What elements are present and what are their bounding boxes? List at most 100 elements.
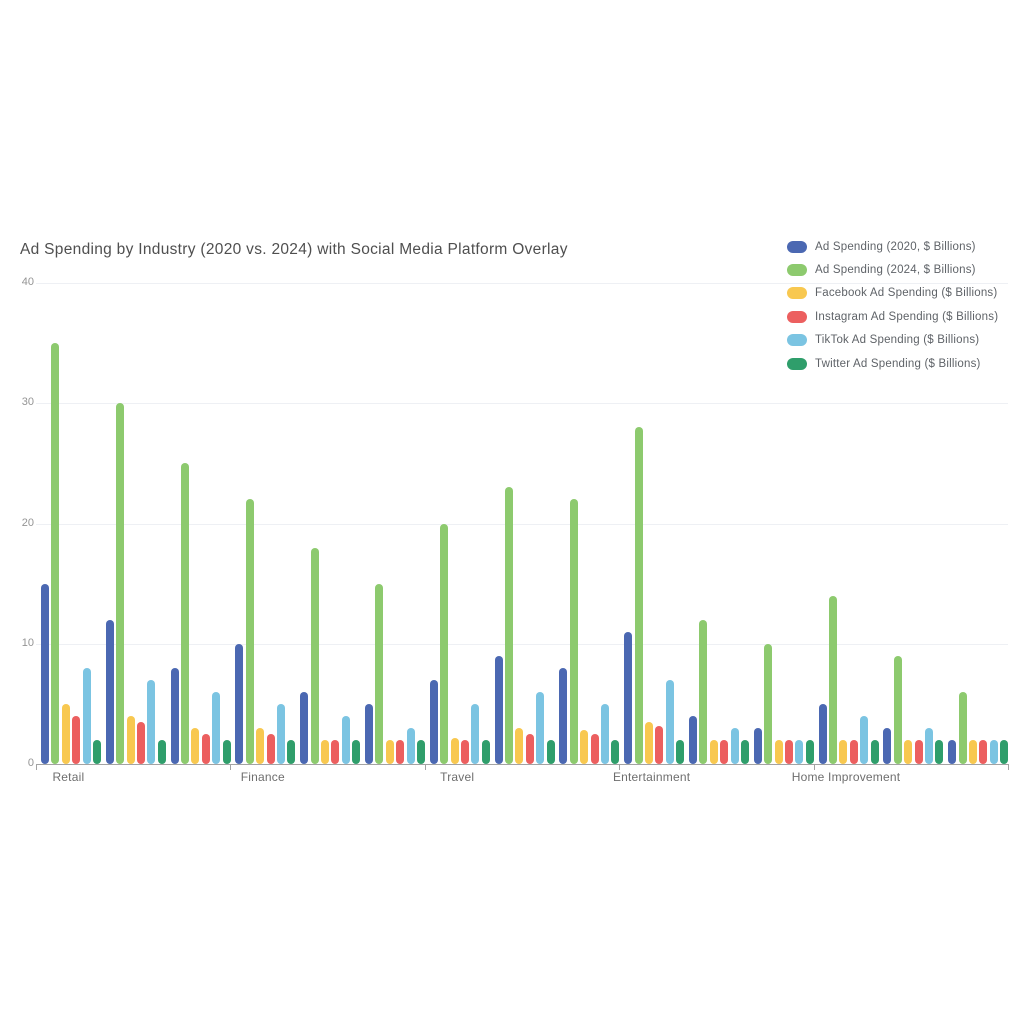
bar-instagram-g4 (266, 733, 275, 764)
legend-swatch-icon (787, 357, 807, 370)
bar-tiktok-g6 (406, 727, 415, 764)
bar-2024-g5 (310, 547, 319, 764)
bar-tiktok-g1 (82, 667, 91, 764)
y-axis-label-40: 40 (21, 276, 34, 288)
legend-item-facebook[interactable]: Facebook Ad Spending ($ Billions) (787, 282, 998, 305)
bar-tiktok-g3 (212, 691, 221, 765)
x-axis-tick (36, 764, 37, 770)
x-axis-label-finance: Finance (240, 770, 285, 784)
bar-twitter-g5 (352, 740, 361, 765)
bar-twitter-g10 (676, 740, 685, 765)
chart-legend: Ad Spending (2020, $ Billions) Ad Spendin… (787, 235, 998, 375)
bar-facebook-g3 (191, 727, 200, 764)
legend-item-instagram[interactable]: Instagram Ad Spending ($ Billions) (787, 305, 998, 328)
bar-2024-g3 (181, 463, 189, 764)
bar-tiktok-g13 (860, 715, 869, 764)
legend-swatch-icon (787, 310, 807, 323)
y-axis-label-20: 20 (21, 516, 34, 529)
bar-facebook-g10 (645, 721, 653, 764)
bar-tiktok-g4 (277, 703, 285, 764)
bar-facebook-g1 (61, 703, 70, 764)
bar-2020-g4 (235, 643, 244, 765)
gridline-y-30 (36, 403, 1008, 404)
bar-2024-g12 (764, 643, 773, 765)
x-axis-label-entertainment: Entertainment (612, 770, 691, 784)
legend-item-tiktok[interactable]: TikTok Ad Spending ($ Billions) (787, 329, 998, 352)
bar-twitter-g11 (741, 740, 749, 765)
gridline-y-10 (36, 644, 1008, 645)
bar-instagram-g9 (590, 733, 599, 764)
bar-facebook-g7 (450, 737, 459, 764)
bar-2020-g14 (883, 727, 892, 764)
bar-twitter-g4 (287, 740, 296, 765)
bar-tiktok-g8 (536, 691, 545, 765)
x-axis-tick (813, 764, 815, 770)
bar-2024-g15 (958, 691, 967, 765)
legend-item-twitter[interactable]: Twitter Ad Spending ($ Billions) (787, 352, 998, 375)
bar-twitter-g7 (481, 740, 490, 765)
x-axis-tick (1008, 764, 1009, 770)
bar-twitter-g9 (611, 740, 620, 765)
bar-2020-g1 (41, 583, 49, 764)
bar-facebook-g12 (774, 740, 783, 765)
bar-2020-g2 (105, 619, 114, 764)
bar-2024-g4 (245, 499, 254, 764)
bar-twitter-g6 (417, 740, 425, 765)
legend-item-label: Ad Spending (2024, $ Billions) (815, 264, 976, 277)
bar-twitter-g1 (93, 740, 101, 765)
x-axis-tick (424, 764, 426, 770)
bar-facebook-g11 (709, 740, 718, 765)
legend-swatch-icon (787, 334, 807, 347)
bar-tiktok-g2 (147, 679, 156, 764)
bar-twitter-g8 (546, 740, 555, 765)
bar-facebook-g2 (126, 715, 135, 764)
bar-2020-g13 (818, 703, 827, 764)
bar-2024-g13 (829, 595, 837, 764)
bar-2020-g12 (753, 727, 762, 764)
legend-item-2020[interactable]: Ad Spending (2020, $ Billions) (787, 235, 998, 258)
legend-swatch-icon (787, 240, 807, 253)
x-axis-label-home-improvement: Home Improvement (791, 770, 901, 784)
bar-facebook-g13 (839, 740, 848, 765)
bar-2024-g9 (569, 499, 578, 764)
x-axis-label-travel: Travel (440, 770, 475, 784)
x-axis-tick (619, 764, 621, 770)
bar-instagram-g11 (720, 740, 729, 765)
bar-instagram-g10 (655, 725, 664, 764)
x-axis-line (36, 764, 1008, 765)
bar-facebook-g9 (580, 730, 589, 764)
legend-item-label: TikTok Ad Spending ($ Billions) (815, 334, 980, 347)
bar-2024-g10 (634, 427, 643, 764)
bar-instagram-g5 (331, 740, 340, 765)
legend-item-2024[interactable]: Ad Spending (2024, $ Billions) (787, 258, 998, 281)
bar-2020-g11 (689, 715, 697, 764)
legend-item-label: Twitter Ad Spending ($ Billions) (815, 357, 981, 370)
bar-2020-g5 (300, 691, 309, 765)
bar-facebook-g6 (385, 740, 394, 765)
bar-2024-g2 (116, 403, 125, 765)
bar-tiktok-g9 (601, 703, 609, 764)
bar-2020-g9 (559, 667, 568, 764)
gridline-y-40 (36, 283, 1008, 284)
bar-2024-g6 (375, 583, 384, 764)
bar-instagram-g7 (461, 740, 469, 765)
bar-instagram-g3 (201, 733, 210, 764)
bar-facebook-g14 (904, 740, 913, 765)
bar-instagram-g15 (979, 740, 988, 765)
legend-item-label: Instagram Ad Spending ($ Billions) (815, 310, 999, 323)
bar-2020-g8 (494, 655, 503, 764)
bar-facebook-g5 (321, 740, 329, 765)
bar-facebook-g8 (515, 727, 524, 764)
bar-tiktok-g10 (665, 679, 674, 764)
chart-title: Ad Spending by Industry (2020 vs. 2024) … (20, 241, 568, 258)
legend-item-label: Facebook Ad Spending ($ Billions) (815, 287, 998, 300)
bar-instagram-g6 (396, 740, 405, 765)
bar-2020-g7 (429, 679, 438, 764)
bar-tiktok-g14 (925, 727, 933, 764)
bar-twitter-g15 (1000, 740, 1009, 765)
bar-2024-g8 (505, 487, 513, 764)
x-axis-tick (230, 764, 232, 770)
bar-twitter-g12 (805, 740, 814, 765)
bar-tiktok-g12 (795, 740, 804, 765)
